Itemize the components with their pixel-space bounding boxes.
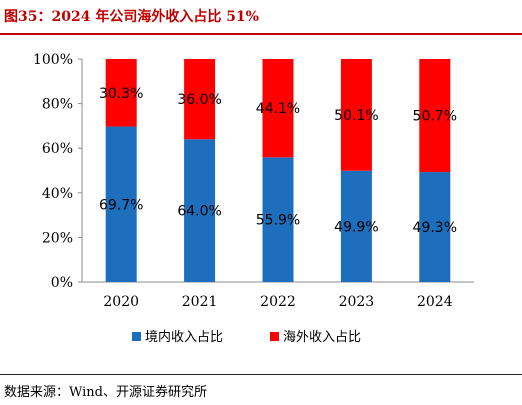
x-tick-label: 2024: [417, 294, 453, 310]
legend-domestic-swatch: [132, 332, 141, 341]
x-tick-label: 2021: [182, 294, 218, 310]
data-label-overseas: 44.1%: [256, 101, 300, 117]
y-tick-label: 0%: [51, 275, 73, 291]
bar-overseas: [419, 59, 451, 173]
data-label-domestic: 64.0%: [177, 204, 221, 220]
x-tick-label: 2022: [260, 294, 296, 310]
source-note: 数据来源：Wind、开源证券研究所: [4, 385, 207, 400]
x-tick-label: 2020: [103, 294, 139, 310]
bar-domestic: [340, 170, 372, 282]
bar-domestic: [419, 172, 451, 282]
data-label-domestic: 49.3%: [413, 220, 457, 236]
bar-overseas: [262, 59, 294, 158]
y-tick-label: 80%: [42, 97, 73, 113]
bar-domestic: [184, 139, 216, 282]
data-label-overseas: 50.7%: [413, 109, 457, 125]
legend-overseas-swatch: [270, 332, 279, 341]
y-tick-label: 60%: [42, 141, 73, 157]
data-label-overseas: 50.1%: [334, 108, 378, 124]
y-tick-label: 40%: [42, 186, 73, 202]
chart: 0% 20% 40% 60% 80% 100% 69.7% 30.3% 2020 64.0% 36.…: [0, 36, 522, 372]
data-label-domestic: 49.9%: [334, 219, 378, 235]
data-label-domestic: 55.9%: [256, 213, 300, 229]
bar-domestic: [105, 126, 137, 282]
figure-title: 图35：2024 年公司海外收入占比 51%: [4, 9, 259, 25]
source-divider: [0, 374, 522, 375]
legend-overseas-label: 海外收入占比: [283, 330, 361, 345]
bar-overseas: [105, 59, 137, 127]
data-label-overseas: 36.0%: [177, 92, 221, 108]
bar-overseas: [184, 59, 216, 140]
bar-overseas: [340, 59, 372, 171]
data-label-domestic: 69.7%: [99, 197, 143, 213]
y-tick-label: 100%: [33, 52, 73, 68]
stacked-bar-chart: 0% 20% 40% 60% 80% 100% 69.7% 30.3% 2020 64.0% 36.…: [33, 52, 474, 345]
legend-domestic-label: 境内收入占比: [145, 329, 223, 345]
data-label-overseas: 30.3%: [99, 86, 143, 102]
x-tick-label: 2023: [339, 294, 375, 310]
title-underline: [0, 33, 522, 35]
y-tick-label: 20%: [42, 230, 73, 246]
bar-domestic: [262, 157, 294, 282]
